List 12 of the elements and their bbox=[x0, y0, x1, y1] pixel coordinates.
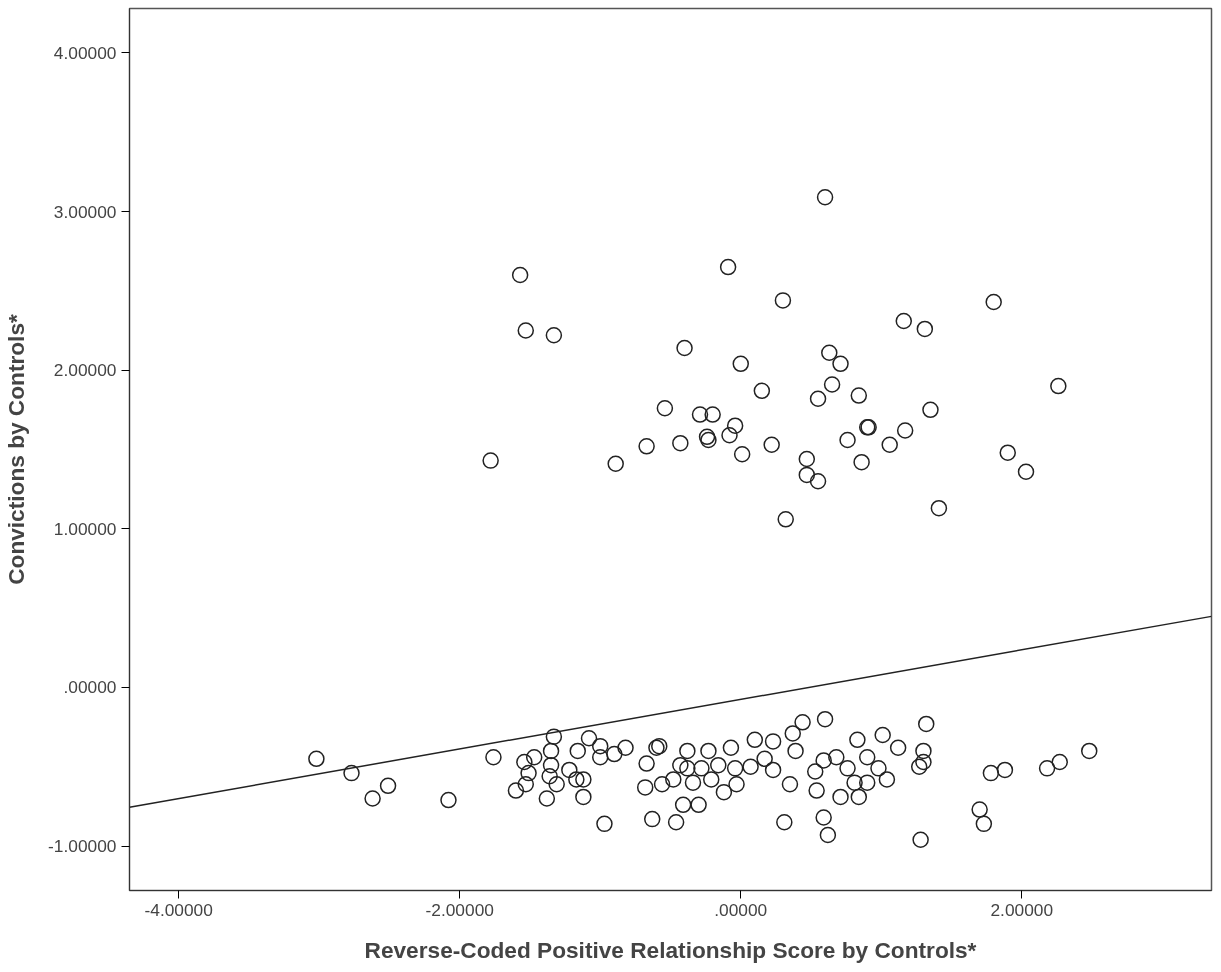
x-tick-label: -4.00000 bbox=[144, 899, 213, 920]
y-tick-label: 1.00000 bbox=[53, 518, 117, 539]
x-tick-label: .00000 bbox=[714, 899, 768, 920]
x-axis-title: Reverse-Coded Positive Relationship Score by Controls* bbox=[364, 936, 977, 963]
y-tick-label: -1.00000 bbox=[48, 836, 117, 857]
y-tick-label: 4.00000 bbox=[53, 42, 117, 63]
y-tick-label: 2.00000 bbox=[53, 360, 117, 381]
x-tick-label: -2.00000 bbox=[425, 899, 494, 920]
y-axis-title: Convictions by Controls* bbox=[3, 314, 30, 585]
y-tick-label: 3.00000 bbox=[53, 201, 117, 222]
x-tick-label: 2.00000 bbox=[990, 899, 1054, 920]
y-tick-label: .00000 bbox=[63, 677, 117, 698]
